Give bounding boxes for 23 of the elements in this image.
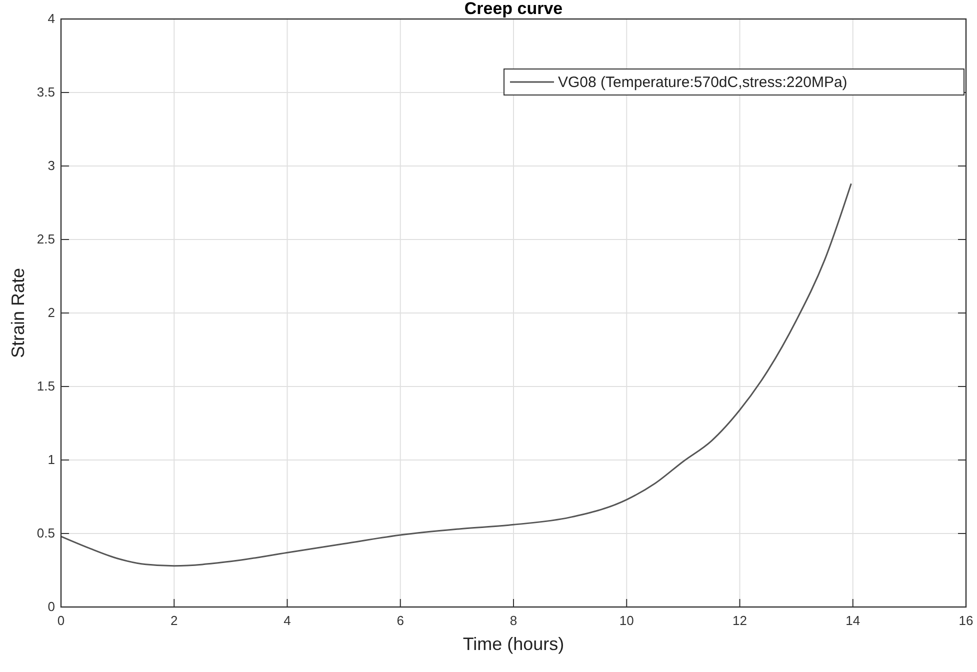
y-tick-label: 0.5 — [36, 526, 55, 540]
y-tick-label: 2 — [48, 305, 55, 320]
y-tick-label: 4 — [48, 11, 55, 26]
x-tick-label: 4 — [284, 613, 291, 628]
y-tick-label: 0 — [48, 599, 55, 614]
x-tick-label: 2 — [170, 613, 178, 628]
x-tick-label: 14 — [846, 613, 860, 628]
x-axis-title: Time (hours) — [462, 634, 564, 654]
legend-label: VG08 (Temperature:570dC,stress:220MPa) — [558, 74, 848, 91]
x-tick-label: 12 — [732, 613, 747, 628]
x-tick-label: 0 — [57, 613, 65, 628]
line-series — [60, 182, 852, 567]
y-tick-label: 2.5 — [36, 232, 55, 246]
y-tick-label: 1 — [48, 452, 55, 467]
x-tick-label: 16 — [958, 613, 974, 628]
x-tick-label: 10 — [619, 613, 634, 628]
y-tick-label: 1.5 — [36, 378, 55, 394]
y-tick-label: 3 — [48, 158, 55, 173]
chart-title: Creep curve — [464, 0, 563, 18]
y-axis-title: Strain Rate — [8, 268, 28, 358]
x-tick-label: 8 — [510, 613, 518, 628]
y-tick-label: 3.5 — [36, 84, 55, 100]
x-tick-label: 6 — [396, 613, 404, 628]
